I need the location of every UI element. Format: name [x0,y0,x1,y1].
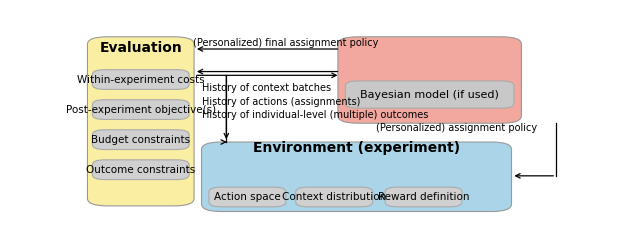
FancyBboxPatch shape [92,70,189,89]
FancyBboxPatch shape [202,142,511,212]
FancyBboxPatch shape [92,100,189,120]
FancyBboxPatch shape [209,187,286,207]
FancyBboxPatch shape [346,81,514,108]
Text: (Personalized) final assignment policy: (Personalized) final assignment policy [193,38,378,48]
Text: History of actions (assignments): History of actions (assignments) [202,97,360,107]
Text: (Personalized) assignment policy: (Personalized) assignment policy [376,123,538,133]
Text: Context distribution: Context distribution [282,192,387,202]
Text: History of individual-level (multiple) outcomes: History of individual-level (multiple) o… [202,110,428,120]
FancyBboxPatch shape [385,187,462,207]
FancyBboxPatch shape [338,37,522,123]
FancyBboxPatch shape [92,130,189,150]
Text: Bayesian model (if used): Bayesian model (if used) [360,90,499,100]
Text: Outcome constraints: Outcome constraints [86,165,195,175]
Text: Within-experiment costs: Within-experiment costs [77,74,205,84]
Text: Environment (experiment): Environment (experiment) [253,141,460,155]
Text: Evaluation: Evaluation [99,41,182,55]
Text: Budget constraints: Budget constraints [91,135,190,145]
Text: Reward definition: Reward definition [378,192,469,202]
FancyBboxPatch shape [296,187,372,207]
Text: Action space: Action space [214,192,281,202]
FancyBboxPatch shape [92,160,189,180]
FancyBboxPatch shape [88,37,194,206]
Text: Post-experiment objective(s): Post-experiment objective(s) [66,105,216,115]
Text: History of context batches: History of context batches [202,83,331,93]
